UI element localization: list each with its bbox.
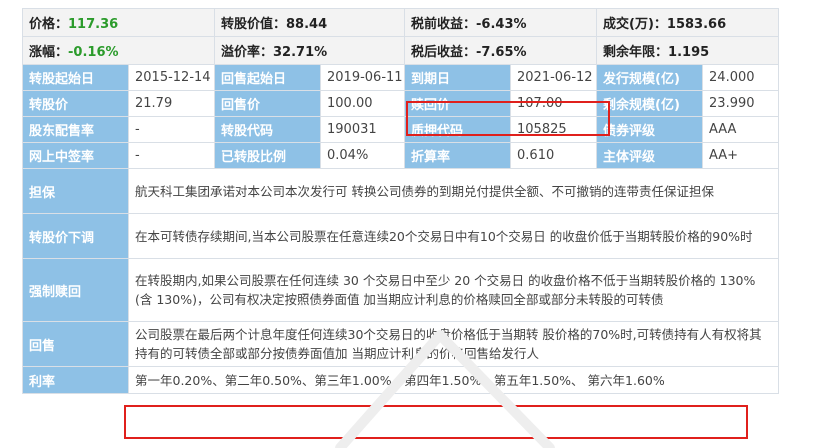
detail-text: 在转股期内,如果公司股票在任何连续 30 个交易日中至少 20 个交易日 的收盘… [127,258,780,322]
grid-label: 主体评级 [596,142,704,169]
detail-label: 转股价下调 [22,213,129,259]
grid-label: 折算率 [404,142,512,169]
grid-row: 转股价 21.79 回售价 100.00 赎回价 107.00 剩余规模(亿) 23.9… [22,90,780,117]
aftertax-yield-cell: 税后收益：-7.65% [404,36,598,65]
detail-text: 公司股票在最后两个计息年度任何连续30个交易日的收盘价格低于当期转 股价格的70… [127,321,780,367]
detail-label: 强制赎回 [22,258,129,322]
redemption-price-value: 107.00 [510,90,598,117]
premium-label: 溢价率： [221,45,274,60]
grid-value: 2019-06-11 [319,64,406,91]
detail-row-forced-redemption: 强制赎回 在转股期内,如果公司股票在任何连续 30 个交易日中至少 20 个交易… [22,258,780,322]
aftertax-yield-label: 税后收益： [411,45,477,60]
grid-label: 债券评级 [596,116,704,143]
grid-value: 2015-12-14 [128,64,215,91]
change-label: 涨幅： [29,45,69,60]
interest-rate-highlight [124,405,748,439]
price-label: 价格： [29,17,69,32]
change-value: -0.16% [68,45,119,60]
grid-label: 已转股比例 [214,142,321,169]
detail-row-interest-rate: 利率 第一年0.20%、第二年0.50%、第三年1.00%、第四年1.50%、第… [22,366,780,394]
grid-label: 发行规模(亿) [596,64,704,91]
grid-value: 105825 [510,116,598,143]
remaining-years-value: 1.195 [668,45,710,60]
grid-label: 回售价 [214,90,321,117]
detail-label: 担保 [22,168,129,214]
aftertax-yield-value: -7.65% [476,45,527,60]
detail-row-price-reset: 转股价下调 在本可转债存续期间,当本公司股票在任意连续20个交易日中有10个交易… [22,213,780,259]
detail-text: 第一年0.20%、第二年0.50%、第三年1.00%、第四年1.50%、第五年1… [127,366,780,394]
pretax-yield-value: -6.43% [476,17,527,32]
grid-row: 股东配售率 - 转股代码 190031 质押代码 105825 债券评级 AAA [22,116,780,143]
pretax-yield-label: 税前收益： [411,17,477,32]
detail-text: 在本可转债存续期间,当本公司股票在任意连续20个交易日中有10个交易日 的收盘价… [127,213,780,259]
volume-label: 成交(万)： [603,17,667,32]
grid-label: 转股起始日 [22,64,129,91]
premium-cell: 溢价率：32.71% [213,36,406,65]
bond-info-table: 价格：117.36 转股价值：88.44 税前收益：-6.43% 成交(万)：1… [22,8,780,394]
detail-text: 航天科工集团承诺对本公司本次发行可 转换公司债券的到期兑付提供全额、不可撤销的连… [127,168,780,214]
grid-value: 2021-06-12 [510,64,598,91]
grid-label: 剩余规模(亿) [596,90,704,117]
grid-value: AAA [702,116,780,143]
grid-label: 转股价 [22,90,129,117]
conversion-value: 88.44 [286,17,328,32]
grid-value: 0.04% [319,142,406,169]
remaining-years-cell: 剩余年限：1.195 [596,36,780,65]
detail-label: 回售 [22,321,129,367]
conversion-value-cell: 转股价值：88.44 [213,8,406,37]
bond-info-panel: 价格：117.36 转股价值：88.44 税前收益：-6.43% 成交(万)：1… [22,8,780,394]
price-value: 117.36 [68,17,119,32]
grid-value: - [128,142,215,169]
price-cell: 价格：117.36 [22,8,215,37]
grid-label: 转股代码 [214,116,321,143]
grid-label: 网上中签率 [22,142,129,169]
summary-row-2: 涨幅：-0.16% 溢价率：32.71% 税后收益：-7.65% 剩余年限：1.… [22,36,780,65]
grid-label: 股东配售率 [22,116,129,143]
volume-cell: 成交(万)：1583.66 [596,8,780,37]
grid-value: 190031 [319,116,406,143]
detail-row-guarantee: 担保 航天科工集团承诺对本公司本次发行可 转换公司债券的到期兑付提供全额、不可撤… [22,168,780,214]
grid-label: 质押代码 [404,116,512,143]
detail-row-put: 回售 公司股票在最后两个计息年度任何连续30个交易日的收盘价格低于当期转 股价格… [22,321,780,367]
grid-value: 100.00 [319,90,406,117]
volume-value: 1583.66 [666,17,727,32]
grid-label: 到期日 [404,64,512,91]
grid-label: 回售起始日 [214,64,321,91]
summary-row-1: 价格：117.36 转股价值：88.44 税前收益：-6.43% 成交(万)：1… [22,8,780,37]
grid-value: 21.79 [128,90,215,117]
grid-row: 网上中签率 - 已转股比例 0.04% 折算率 0.610 主体评级 AA+ [22,142,780,169]
detail-label: 利率 [22,366,129,394]
grid-value: 0.610 [510,142,598,169]
grid-value: 23.990 [702,90,780,117]
pretax-yield-cell: 税前收益：-6.43% [404,8,598,37]
grid-value: - [128,116,215,143]
grid-value: 24.000 [702,64,780,91]
grid-value: AA+ [702,142,780,169]
conversion-value-label: 转股价值： [221,17,287,32]
remaining-years-label: 剩余年限： [603,45,669,60]
grid-row: 转股起始日 2015-12-14 回售起始日 2019-06-11 到期日 2021-… [22,64,780,91]
premium-value: 32.71% [273,45,328,60]
redemption-price-label: 赎回价 [404,90,512,117]
change-cell: 涨幅：-0.16% [22,36,215,65]
